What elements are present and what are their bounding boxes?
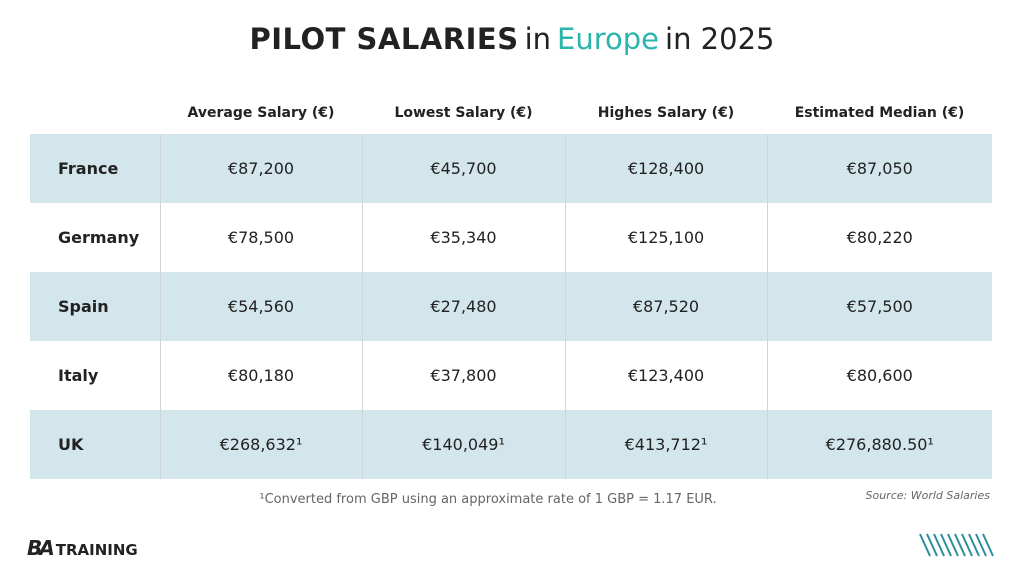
salary-cell: €54,560: [159, 272, 362, 341]
table-body: France €87,200 €45,700 €128,400 €87,050 Germa…: [30, 134, 992, 479]
salary-cell: €87,200: [159, 134, 362, 203]
decor-stripes: [919, 533, 994, 557]
column-header: Estimated Median (€): [794, 105, 965, 121]
salary-cell: €80,180: [159, 341, 362, 410]
logo: BA TRAINING: [27, 536, 138, 560]
salary-cell: €37,800: [361, 341, 565, 410]
salary-cell: €128,400: [564, 134, 767, 203]
salary-cell: €27,480: [361, 272, 565, 341]
footnote: ¹Converted from GBP using an approximate…: [259, 492, 717, 507]
country: Spain: [30, 272, 160, 341]
country: Italy: [58, 366, 99, 385]
salary-cell: €413,712¹: [564, 410, 767, 479]
salary-cell: €268,632¹: [159, 410, 362, 479]
salary-cell: €140,049¹: [361, 410, 565, 479]
header-blank: [30, 92, 160, 134]
country: Germany: [58, 228, 140, 247]
title-bold: PILOT SALARIES: [249, 22, 519, 56]
title-highlight: Europe: [557, 22, 660, 56]
salary-cell: €57,500: [766, 272, 992, 341]
salary-cell: €45,700: [361, 134, 565, 203]
title-part: in: [524, 22, 552, 56]
table-row: Spain €54,560 €27,480 €87,520 €57,500: [30, 272, 992, 341]
table-row: Germany €78,500 €35,340 €125,100 €80,220: [30, 203, 992, 272]
title: PILOT SALARIES in Europe in 2025: [0, 22, 1024, 56]
country: France: [30, 134, 160, 203]
salary-cell: €78,500: [159, 203, 362, 272]
column-header: Average Salary (€): [187, 105, 335, 121]
salary-cell: €87,520: [564, 272, 767, 341]
table-row: Italy €80,180 €37,800 €123,400 €80,600: [30, 341, 992, 410]
source: Source: World Salaries: [865, 489, 991, 502]
salary-cell: €35,340: [361, 203, 565, 272]
salary-cell: €276,880.50¹: [766, 410, 992, 479]
salary-cell: €80,220: [766, 203, 992, 272]
header-row: Average Salary (€) Lowest Salary (€) Highe…: [30, 92, 992, 134]
table-row: France €87,200 €45,700 €128,400 €87,050: [30, 134, 992, 203]
logo-mark: BA: [27, 536, 55, 560]
salary-cell: €123,400: [564, 341, 767, 410]
salary-cell: €80,600: [766, 341, 992, 410]
country: UK: [30, 410, 160, 479]
column-header: Lowest Salary (€): [394, 105, 533, 121]
column-header: Highes Salary (€): [597, 105, 735, 121]
salary-table: Average Salary (€) Lowest Salary (€) Highe…: [30, 92, 992, 479]
title-part: in 2025: [665, 22, 775, 56]
salary-cell: €87,050: [766, 134, 992, 203]
salary-cell: €125,100: [564, 203, 767, 272]
table-row: UK €268,632¹ €140,049¹ €413,712¹ €276,880.50…: [30, 410, 992, 479]
logo-text: TRAINING: [55, 541, 138, 559]
